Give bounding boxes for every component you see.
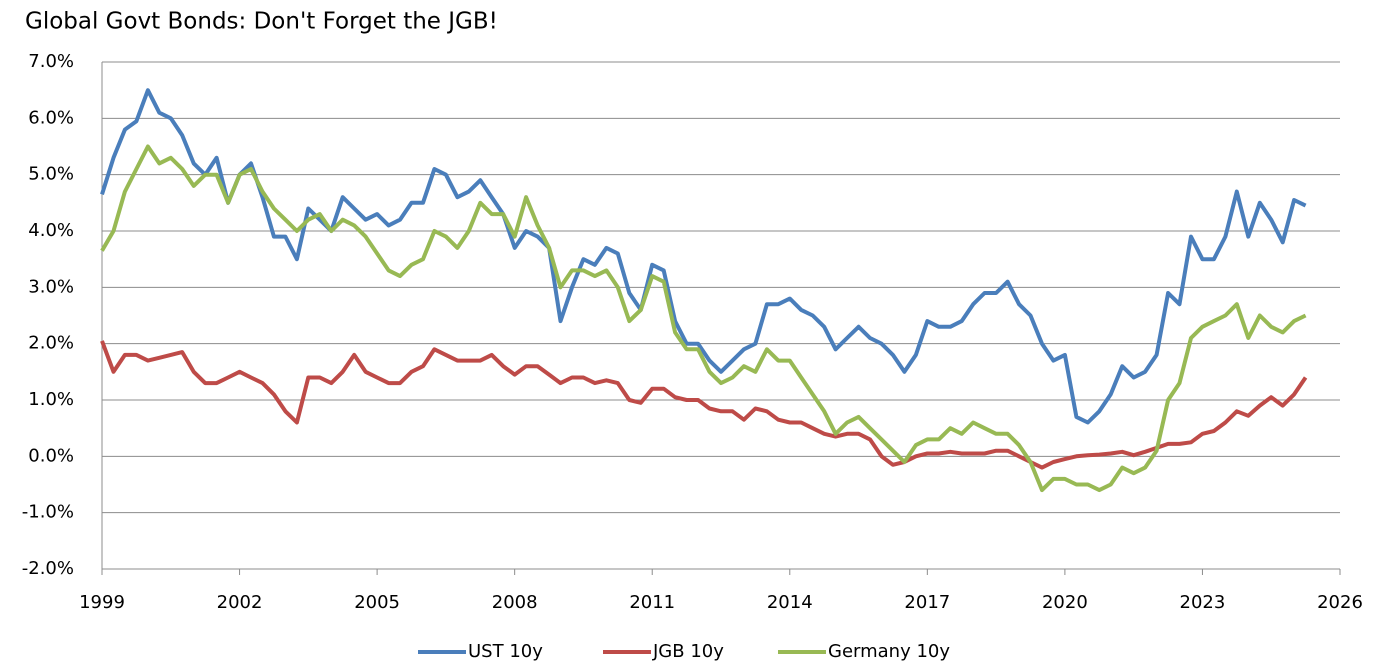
y-tick-label: 4.0%: [28, 220, 74, 241]
x-tick-label: 1999: [79, 592, 125, 613]
x-tick-label: 2011: [629, 592, 675, 613]
x-tick-label: 2005: [354, 592, 400, 613]
y-tick-label: 1.0%: [28, 389, 74, 410]
y-tick-label: 3.0%: [28, 276, 74, 297]
x-tick-label: 2020: [1042, 592, 1088, 613]
chart-title: Global Govt Bonds: Don't Forget the JGB!: [25, 9, 498, 35]
series-line: [100, 144, 1307, 493]
series-line: [100, 340, 1308, 470]
y-tick-label: -1.0%: [22, 502, 74, 523]
y-tick-label: 2.0%: [28, 333, 74, 354]
legend-label: Germany 10y: [828, 641, 950, 662]
x-tick-label: 2023: [1180, 592, 1226, 613]
y-tick-label: 6.0%: [28, 107, 74, 128]
x-tick-label: 2026: [1317, 592, 1363, 613]
x-tick-label: 2002: [217, 592, 263, 613]
y-tick-label: -2.0%: [22, 558, 74, 579]
x-tick-label: 2008: [492, 592, 538, 613]
legend-label: JGB 10y: [652, 641, 724, 662]
legend-label: UST 10y: [468, 641, 543, 662]
x-tick-label: 2014: [767, 592, 813, 613]
y-tick-label: 0.0%: [28, 445, 74, 466]
y-tick-label: 5.0%: [28, 164, 74, 185]
x-tick-label: 2017: [904, 592, 950, 613]
y-tick-label: 7.0%: [28, 51, 74, 72]
series-line: [100, 88, 1307, 425]
